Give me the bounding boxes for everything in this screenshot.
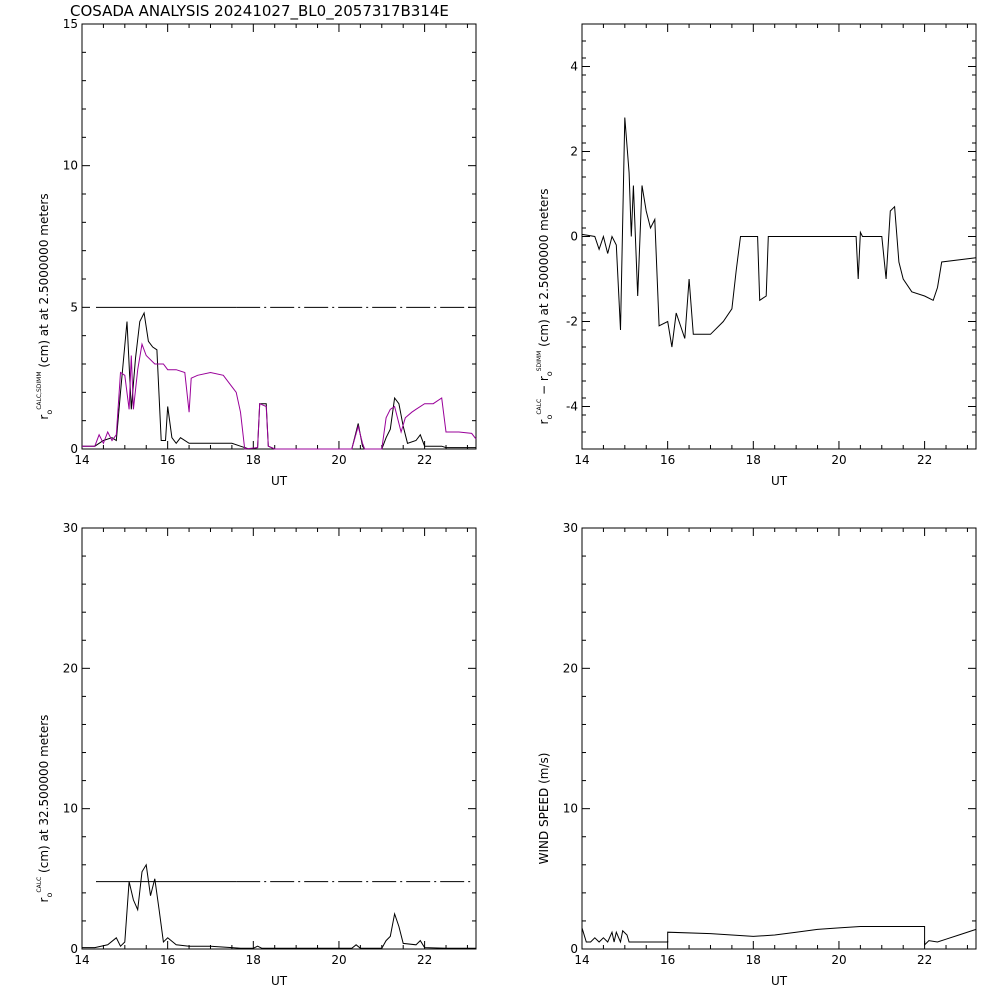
x-tick-label: 16 xyxy=(160,453,175,467)
y-tick-label: 20 xyxy=(563,661,578,675)
x-tick-label: 14 xyxy=(74,453,89,467)
x-tick-label: 22 xyxy=(917,953,932,967)
x-tick-label: 20 xyxy=(831,453,846,467)
y-tick-label: 2 xyxy=(570,145,578,159)
x-tick-label: 14 xyxy=(574,953,589,967)
y-tick-label: 0 xyxy=(570,942,578,956)
x-tick-label: 20 xyxy=(331,953,346,967)
y-axis-label: roCALC,SDIMM (cm) at at 2.5000000 meters xyxy=(36,193,54,419)
y-axis-label: WIND SPEED (m/s) xyxy=(537,753,551,865)
plot-frame xyxy=(581,527,977,950)
y-tick-label: 15 xyxy=(63,17,78,31)
chart-panel-bottom-left: 14 16 18 20 22 0 10 20 30 UT roCALC (cm) at 32.500… xyxy=(36,521,477,988)
x-tick-label: 22 xyxy=(417,453,432,467)
y-tick-label: 5 xyxy=(70,300,78,314)
x-tick-label: 14 xyxy=(74,953,89,967)
x-tick-label: 22 xyxy=(417,953,432,967)
series-line-1 xyxy=(82,311,476,450)
y-tick-label: 4 xyxy=(570,60,578,74)
y-tick-label: 0 xyxy=(70,942,78,956)
x-tick-label: 18 xyxy=(246,453,261,467)
y-tick-label: 30 xyxy=(563,521,578,535)
series-line-2 xyxy=(82,342,477,450)
x-tick-label: 18 xyxy=(746,453,761,467)
chart-panel-top-left: 14 16 18 20 22 0 5 10 15 UT roCALC,SDIMM (cm) at a… xyxy=(36,17,477,488)
x-axis-label: UT xyxy=(271,474,288,488)
y-tick-label: 0 xyxy=(570,230,578,244)
y-tick-label: 10 xyxy=(63,802,78,816)
y-axis-label: roCALC − roSDIMM (cm) at 2.5000000 meter… xyxy=(536,189,554,425)
x-tick-label: 18 xyxy=(246,953,261,967)
chart-panel-top-right: 14 16 18 20 22 -4 -2 0 2 4 UT roCALC − roSDIMM (cm)… xyxy=(536,23,977,488)
y-tick-label: 20 xyxy=(63,661,78,675)
series-line-1 xyxy=(581,926,977,946)
y-tick-label: 0 xyxy=(70,442,78,456)
y-tick-label: -2 xyxy=(566,315,578,329)
x-tick-label: 20 xyxy=(331,453,346,467)
x-tick-label: 22 xyxy=(917,453,932,467)
y-axis-label: roCALC (cm) at 32.500000 meters xyxy=(36,715,54,903)
figure-title: COSADA ANALYSIS 20241027_BL0_2057317B314… xyxy=(70,2,449,20)
x-tick-label: 14 xyxy=(574,453,589,467)
y-tick-label: 10 xyxy=(63,159,78,173)
y-tick-label: 10 xyxy=(563,802,578,816)
x-tick-label: 20 xyxy=(831,953,846,967)
x-axis-label: UT xyxy=(271,974,288,988)
series-line-1 xyxy=(581,117,977,348)
plot-frame xyxy=(81,527,477,950)
x-axis-label: UT xyxy=(771,474,788,488)
y-tick-label: 30 xyxy=(63,521,78,535)
plot-frame xyxy=(81,23,477,450)
x-tick-label: 18 xyxy=(746,953,761,967)
x-tick-label: 16 xyxy=(660,453,675,467)
y-tick-label: -4 xyxy=(566,400,578,414)
series-line-1 xyxy=(82,863,476,949)
x-tick-label: 16 xyxy=(660,953,675,967)
x-tick-label: 16 xyxy=(160,953,175,967)
chart-panel-bottom-right: 14 16 18 20 22 0 10 20 30 UT WIND SPEED (m/s) xyxy=(537,521,977,988)
x-axis-label: UT xyxy=(771,974,788,988)
